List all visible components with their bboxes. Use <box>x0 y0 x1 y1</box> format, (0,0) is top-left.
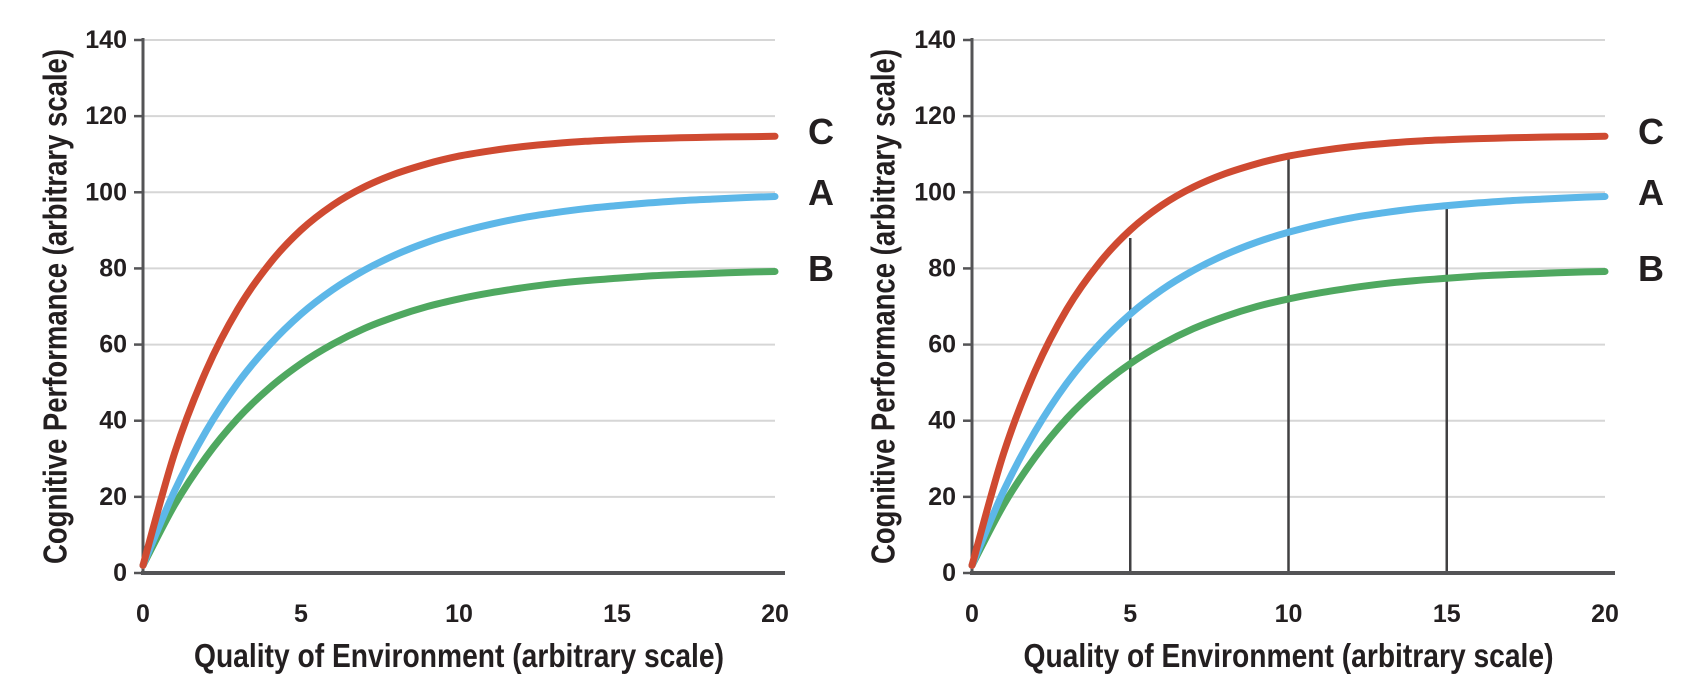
curve-b <box>968 268 1609 569</box>
x-axis-title: Quality of Environment (arbitrary scale) <box>194 637 724 674</box>
x-tick-label-10: 10 <box>445 600 473 628</box>
curve-label-a: A <box>1638 172 1664 213</box>
y-tick-label-120: 120 <box>85 102 127 130</box>
curve-label-a: A <box>808 172 834 213</box>
y-tick-label-140: 140 <box>85 26 127 54</box>
y-axis-title: Cognitive Performance (arbitrary scale) <box>865 49 902 564</box>
y-tick-label-20: 20 <box>99 483 127 511</box>
y-tick-label-100: 100 <box>85 178 127 206</box>
x-tick-label-10: 10 <box>1275 600 1303 628</box>
y-tick-label-60: 60 <box>928 331 956 359</box>
y-tick-label-60: 60 <box>99 331 127 359</box>
y-tick-label-0: 0 <box>113 559 127 587</box>
x-tick-label-20: 20 <box>1591 600 1619 628</box>
x-tick-label-15: 15 <box>1433 600 1461 628</box>
curve-c <box>139 132 779 569</box>
y-tick-label-100: 100 <box>914 178 956 206</box>
panel-left: 0 20 40 60 80 100 120 140 0 5 10 15 20 C A B Quality of … <box>37 26 835 674</box>
panel-right: 0 20 40 60 80 100 120 140 0 5 10 15 20 C A B Quality of … <box>851 0 1702 682</box>
curve-label-b: B <box>1638 248 1664 289</box>
y-tick-label-140: 140 <box>914 26 956 54</box>
y-tick-label-80: 80 <box>99 254 127 282</box>
x-tick-label-15: 15 <box>603 600 631 628</box>
curve-c <box>968 132 1609 569</box>
chart-left-svg: 0 20 40 60 80 100 120 140 0 5 10 15 20 CAB Quality of … <box>37 26 835 674</box>
curve-label-c: C <box>808 111 834 152</box>
y-axis-title: Cognitive Performance (arbitrary scale) <box>37 49 74 564</box>
x-tick-label-20: 20 <box>761 600 789 628</box>
y-tick-label-120: 120 <box>914 102 956 130</box>
curve-label-c: C <box>1638 111 1664 152</box>
chart-right-svg: 0 20 40 60 80 100 120 140 0 5 10 15 20 CAB Quality of … <box>865 26 1665 674</box>
x-tick-label-5: 5 <box>1123 600 1137 628</box>
y-tick-label-40: 40 <box>99 407 127 435</box>
x-axis-title: Quality of Environment (arbitrary scale) <box>1024 637 1554 674</box>
curve-a <box>968 193 1609 569</box>
x-tick-label-0: 0 <box>965 600 979 628</box>
y-tick-label-0: 0 <box>942 559 956 587</box>
y-tick-label-20: 20 <box>928 483 956 511</box>
x-tick-label-5: 5 <box>294 600 308 628</box>
curve-b <box>139 268 779 569</box>
y-tick-label-80: 80 <box>928 254 956 282</box>
curve-label-b: B <box>808 248 834 289</box>
x-tick-label-0: 0 <box>136 600 150 628</box>
y-tick-label-40: 40 <box>928 407 956 435</box>
curve-a <box>139 193 779 569</box>
